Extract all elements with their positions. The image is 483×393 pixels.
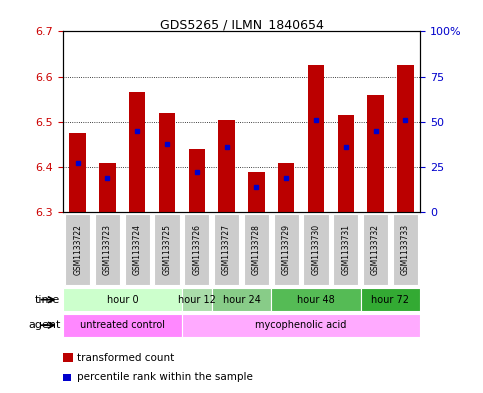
Text: untreated control: untreated control xyxy=(80,320,165,330)
Text: agent: agent xyxy=(28,320,60,330)
Text: GSM1133732: GSM1133732 xyxy=(371,224,380,275)
FancyBboxPatch shape xyxy=(303,214,328,285)
FancyBboxPatch shape xyxy=(212,288,271,311)
Bar xyxy=(308,65,324,212)
Text: hour 48: hour 48 xyxy=(297,295,335,305)
FancyBboxPatch shape xyxy=(363,214,388,285)
Text: time: time xyxy=(35,295,60,305)
Bar xyxy=(248,172,265,212)
Text: GSM1133730: GSM1133730 xyxy=(312,224,320,275)
Bar xyxy=(278,163,294,212)
Text: GSM1133733: GSM1133733 xyxy=(401,224,410,275)
Text: GSM1133724: GSM1133724 xyxy=(133,224,142,275)
FancyBboxPatch shape xyxy=(65,214,90,285)
Bar xyxy=(99,163,115,212)
Bar xyxy=(70,133,86,212)
Bar xyxy=(218,119,235,212)
FancyBboxPatch shape xyxy=(95,214,120,285)
FancyBboxPatch shape xyxy=(63,288,182,311)
FancyBboxPatch shape xyxy=(182,288,212,311)
FancyBboxPatch shape xyxy=(184,214,210,285)
Text: GSM1133726: GSM1133726 xyxy=(192,224,201,275)
Text: GSM1133728: GSM1133728 xyxy=(252,224,261,275)
FancyBboxPatch shape xyxy=(155,214,180,285)
Text: GSM1133729: GSM1133729 xyxy=(282,224,291,275)
FancyBboxPatch shape xyxy=(63,314,182,337)
Bar xyxy=(159,113,175,212)
Text: GSM1133731: GSM1133731 xyxy=(341,224,350,275)
Bar xyxy=(338,115,354,212)
FancyBboxPatch shape xyxy=(273,214,299,285)
Bar xyxy=(129,92,145,212)
Text: GSM1133725: GSM1133725 xyxy=(163,224,171,275)
Text: percentile rank within the sample: percentile rank within the sample xyxy=(77,372,253,382)
FancyBboxPatch shape xyxy=(125,214,150,285)
Text: hour 72: hour 72 xyxy=(371,295,410,305)
Text: hour 0: hour 0 xyxy=(107,295,138,305)
Bar xyxy=(368,95,384,212)
Bar xyxy=(397,65,413,212)
Text: mycophenolic acid: mycophenolic acid xyxy=(256,320,347,330)
Text: hour 12: hour 12 xyxy=(178,295,216,305)
FancyBboxPatch shape xyxy=(271,288,361,311)
Text: transformed count: transformed count xyxy=(77,353,174,363)
FancyBboxPatch shape xyxy=(333,214,358,285)
FancyBboxPatch shape xyxy=(182,314,420,337)
FancyBboxPatch shape xyxy=(214,214,239,285)
FancyBboxPatch shape xyxy=(244,214,269,285)
FancyBboxPatch shape xyxy=(361,288,420,311)
Text: GDS5265 / ILMN_1840654: GDS5265 / ILMN_1840654 xyxy=(159,18,324,31)
Text: hour 24: hour 24 xyxy=(223,295,260,305)
Text: GSM1133727: GSM1133727 xyxy=(222,224,231,275)
Text: GSM1133723: GSM1133723 xyxy=(103,224,112,275)
FancyBboxPatch shape xyxy=(393,214,418,285)
Text: GSM1133722: GSM1133722 xyxy=(73,224,82,275)
Bar xyxy=(189,149,205,212)
